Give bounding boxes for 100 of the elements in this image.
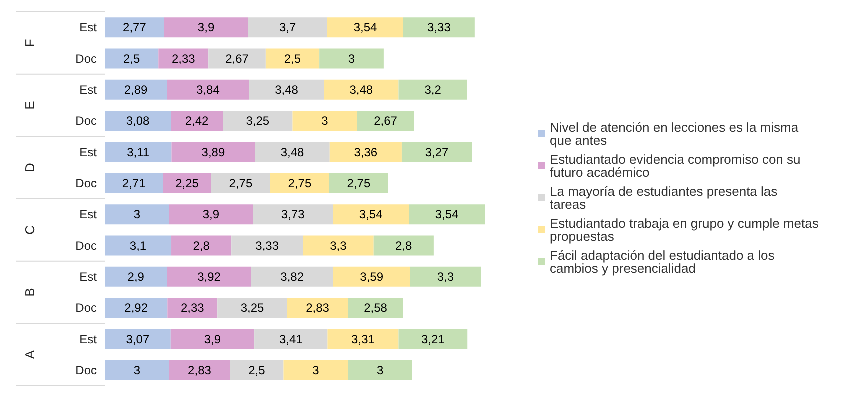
bar bbox=[374, 236, 434, 256]
data-label: 2,9 bbox=[128, 270, 145, 284]
bar bbox=[164, 18, 248, 38]
bar bbox=[169, 360, 230, 380]
data-label: 2,5 bbox=[248, 363, 266, 378]
legend-label: Fácil adaptación del estudiantado a los cambios y presencialidad bbox=[550, 248, 778, 276]
data-label: 3,31 bbox=[352, 332, 376, 346]
data-label: 3,9 bbox=[204, 332, 222, 346]
data-label: 3,48 bbox=[350, 82, 374, 97]
bar bbox=[266, 48, 320, 69]
bar bbox=[254, 329, 328, 350]
data-label: 2,33 bbox=[172, 52, 196, 66]
data-label: 3,41 bbox=[279, 332, 304, 346]
bar bbox=[167, 80, 250, 100]
bar bbox=[255, 142, 330, 162]
data-label: 2,92 bbox=[124, 301, 148, 316]
bar bbox=[284, 360, 348, 380]
data-label: 3,3 bbox=[437, 270, 454, 284]
y-tick-label: Doc bbox=[76, 301, 97, 316]
bar bbox=[163, 173, 212, 194]
bar bbox=[324, 80, 399, 100]
text: E bbox=[22, 100, 38, 110]
data-label: 2,5 bbox=[123, 52, 140, 66]
data-label: 3 bbox=[322, 114, 329, 128]
bar bbox=[223, 111, 293, 132]
text: D bbox=[22, 163, 38, 173]
legend-label: Estudiantado trabaja en grupo y cumple metas propuestas bbox=[550, 216, 822, 244]
bar bbox=[403, 18, 475, 38]
data-label: 3,84 bbox=[196, 82, 220, 97]
data-label: 3,1 bbox=[130, 238, 147, 253]
data-label: 3,36 bbox=[354, 145, 378, 160]
data-label: 2,67 bbox=[226, 52, 250, 66]
bar bbox=[402, 142, 472, 162]
data-label: 3,3 bbox=[330, 238, 348, 253]
bar bbox=[169, 204, 254, 225]
bar bbox=[105, 360, 170, 380]
bar bbox=[158, 48, 209, 69]
bar bbox=[211, 173, 270, 194]
data-label: 3,82 bbox=[280, 270, 304, 284]
data-label: 2,71 bbox=[122, 176, 146, 190]
data-label: 2,77 bbox=[123, 20, 147, 35]
data-label: 3,25 bbox=[246, 114, 270, 128]
bar bbox=[328, 18, 404, 38]
data-label: 3 bbox=[134, 363, 141, 378]
y-tick-label: Est bbox=[80, 208, 98, 222]
y-tick-label: Est bbox=[80, 82, 98, 97]
y-tick-label: Doc bbox=[76, 176, 97, 190]
bar bbox=[218, 298, 288, 318]
bar bbox=[105, 142, 172, 162]
data-label: 3,21 bbox=[422, 332, 446, 346]
bar bbox=[172, 236, 232, 256]
data-label: 3,89 bbox=[202, 145, 226, 160]
data-label: 2,33 bbox=[180, 301, 205, 316]
bar bbox=[105, 111, 172, 132]
bar bbox=[270, 173, 330, 194]
bar bbox=[172, 142, 256, 162]
data-label: 3,92 bbox=[198, 270, 222, 284]
text: C bbox=[22, 225, 38, 235]
data-label: 2,67 bbox=[374, 114, 398, 128]
bar bbox=[251, 266, 334, 287]
data-label: 3 bbox=[376, 363, 384, 378]
data-label: 2,5 bbox=[284, 52, 302, 66]
bar bbox=[328, 329, 399, 350]
bar bbox=[292, 111, 358, 132]
bar bbox=[105, 18, 164, 38]
bar bbox=[105, 236, 172, 256]
bar bbox=[232, 236, 304, 256]
bar bbox=[398, 80, 468, 100]
y-tick-label: Est bbox=[80, 270, 98, 284]
bar bbox=[410, 266, 482, 287]
data-label: 2,42 bbox=[185, 114, 210, 128]
bar bbox=[170, 329, 255, 350]
y-tick-label: Est bbox=[80, 332, 98, 346]
data-label: 3,59 bbox=[360, 270, 384, 284]
data-label: 2,8 bbox=[193, 238, 210, 253]
bar bbox=[230, 360, 284, 380]
bar bbox=[105, 48, 159, 69]
data-label: 2,75 bbox=[347, 176, 371, 190]
bar bbox=[249, 80, 324, 100]
bar bbox=[171, 111, 224, 132]
data-label: 2,83 bbox=[306, 301, 330, 316]
data-label: 3 bbox=[348, 52, 356, 66]
data-label: 2,83 bbox=[188, 363, 212, 378]
data-label: 3,2 bbox=[424, 82, 442, 97]
bar bbox=[167, 266, 252, 287]
data-label: 3,7 bbox=[279, 20, 296, 35]
bar bbox=[208, 48, 266, 69]
bar bbox=[320, 48, 384, 69]
text: A bbox=[22, 350, 38, 360]
data-label: 3,54 bbox=[354, 20, 378, 35]
data-label: 3,11 bbox=[127, 145, 150, 160]
data-label: 3,54 bbox=[435, 208, 460, 222]
legend-label: Nivel de atención en lecciones es la misma que antes bbox=[550, 120, 802, 148]
y-tick-label: Doc bbox=[76, 114, 97, 128]
data-label: 3,73 bbox=[281, 208, 306, 222]
bar bbox=[348, 360, 412, 380]
bar bbox=[287, 298, 348, 318]
bar bbox=[330, 142, 402, 162]
y-tick-label: Est bbox=[80, 20, 98, 35]
y-tick-label: Est bbox=[80, 145, 98, 160]
